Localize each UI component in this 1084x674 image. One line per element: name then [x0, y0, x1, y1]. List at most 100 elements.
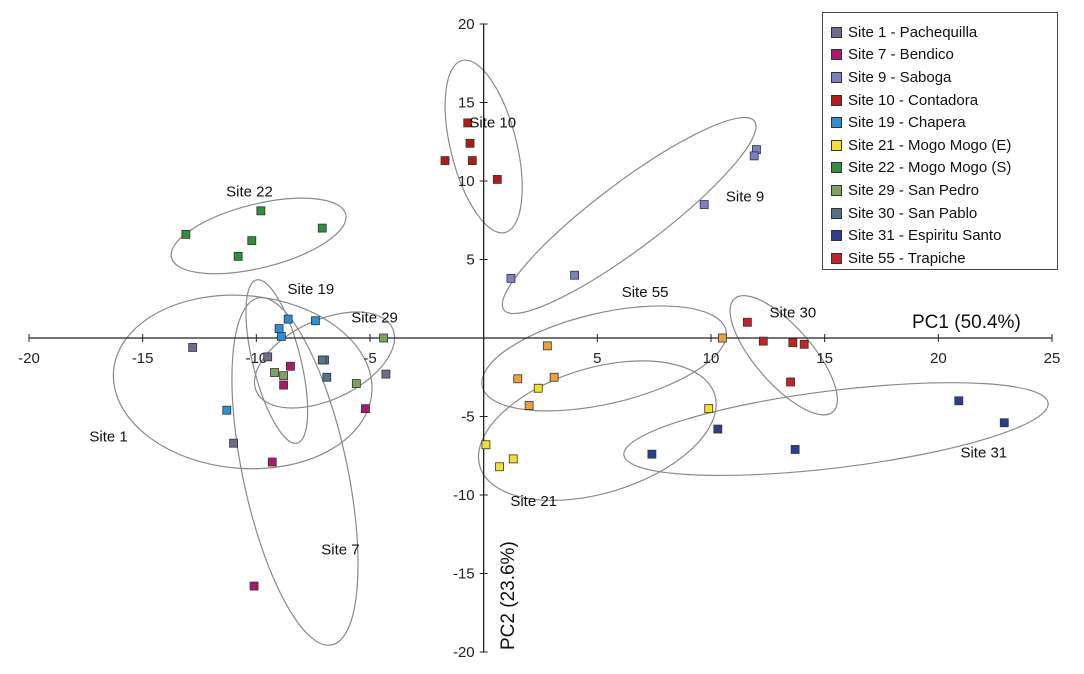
y-tick-label: 20: [458, 16, 475, 33]
site-label: Site 1: [89, 429, 127, 446]
data-point: [317, 223, 327, 233]
data-point: [999, 418, 1009, 428]
data-point: [549, 372, 559, 382]
site-ellipse: [231, 297, 359, 646]
site-annotations: Site 10 Site 22 Site 9 Site 19 Site 29 Site 5…: [89, 115, 1007, 559]
data-point: [481, 440, 491, 450]
data-point: [717, 333, 727, 343]
legend-swatch: [831, 207, 842, 219]
x-tick-label: -20: [18, 350, 40, 367]
data-point: [492, 175, 502, 184]
data-point: [790, 445, 800, 454]
legend-label: Site 30 - San Pablo: [848, 204, 978, 222]
x-tick-label: 5: [593, 350, 601, 367]
legend-label: Site 19 - Chapera: [848, 114, 966, 132]
legend-entry: Site 31 - Espiritu Santo: [831, 224, 1057, 247]
legend-swatch: [831, 162, 842, 174]
data-point: [742, 317, 752, 327]
x-tick-label: -10: [245, 350, 267, 367]
data-point: [276, 332, 286, 341]
legend-label: Site 29 - San Pedro: [848, 181, 979, 199]
data-point: [188, 343, 198, 352]
data-point: [229, 438, 239, 448]
legend-entry: Site 10 - Contadora: [831, 89, 1057, 112]
data-point: [317, 355, 327, 365]
site-ellipses: [112, 59, 1049, 646]
legend-entry: Site 22 - Mogo Mogo (S): [831, 157, 1057, 180]
site-label: Site 30: [769, 305, 816, 322]
legend-swatch: [831, 184, 842, 196]
site-ellipse: [477, 360, 717, 501]
site-label: Site 29: [351, 309, 398, 326]
legend-swatch: [831, 230, 842, 242]
data-point: [279, 380, 289, 390]
axes: [29, 24, 1052, 652]
legend-label: Site 55 - Trapiche: [848, 249, 966, 267]
data-point: [256, 206, 266, 216]
site-ellipse: [729, 295, 839, 416]
data-point: [513, 374, 523, 384]
legend-swatch: [831, 117, 842, 129]
legend-entry: Site 21 - Mogo Mogo (E): [831, 134, 1057, 157]
data-point: [467, 156, 477, 165]
data-point: [247, 236, 257, 246]
data-point: [181, 229, 191, 239]
y-tick-label: -20: [453, 644, 475, 661]
x-tick-label: 20: [930, 350, 947, 367]
legend-entry: Site 19 - Chapera: [831, 111, 1057, 134]
legend-label: Site 22 - Mogo Mogo (S): [848, 159, 1012, 177]
data-point: [381, 369, 391, 379]
y-tick-label: 5: [466, 252, 474, 269]
data-point: [311, 316, 320, 326]
y-axis-title: PC2 (23.6%): [498, 541, 519, 650]
y-tick-label: 10: [458, 173, 475, 190]
site-ellipse: [481, 305, 728, 412]
data-point: [274, 324, 284, 333]
site-ellipse: [245, 279, 309, 444]
data-point: [286, 361, 295, 371]
data-point: [647, 449, 657, 459]
legend-label: Site 10 - Contadora: [848, 91, 979, 109]
legend-swatch: [831, 26, 842, 38]
data-point: [361, 404, 370, 414]
x-tick-label: 10: [703, 350, 720, 367]
site-label: Site 10: [469, 115, 516, 132]
legend-entry: Site 55 - Trapiche: [831, 247, 1057, 270]
data-point: [570, 270, 579, 280]
legend-swatch: [831, 71, 842, 83]
y-tick-label: -15: [453, 566, 475, 583]
data-point: [263, 352, 273, 362]
legend-swatch: [831, 49, 842, 61]
data-point: [749, 151, 759, 161]
y-tick-label: -5: [461, 409, 474, 426]
data-point: [351, 379, 361, 388]
data-point: [222, 405, 232, 415]
legend-label: Site 1 - Pachequilla: [848, 23, 978, 41]
site-ellipse: [444, 59, 523, 234]
site-label: Site 22: [226, 184, 273, 201]
site-label: Site 55: [622, 284, 669, 301]
data-point: [379, 333, 389, 343]
site-ellipse: [170, 197, 347, 275]
site-ellipse: [623, 382, 1049, 477]
legend-swatch: [831, 94, 842, 106]
site-label: Site 19: [288, 281, 335, 298]
data-point: [279, 371, 289, 381]
data-point: [954, 396, 964, 406]
data-point: [465, 138, 475, 148]
data-point: [508, 454, 518, 464]
legend-entry: Site 29 - San Pedro: [831, 179, 1057, 202]
legend-label: Site 7 - Bendico: [848, 46, 954, 64]
data-point: [463, 118, 473, 128]
data-point: [758, 336, 768, 346]
legend-entry: Site 9 - Saboga: [831, 66, 1057, 89]
legend-swatch: [831, 252, 842, 264]
data-point: [713, 424, 723, 434]
y-tick-label: 15: [458, 95, 475, 112]
legend-entry: Site 1 - Pachequilla: [831, 21, 1057, 44]
data-point: [799, 339, 809, 349]
x-axis-title: PC1 (50.4%): [912, 312, 1021, 333]
data-point: [270, 368, 279, 377]
data-point: [267, 457, 277, 467]
